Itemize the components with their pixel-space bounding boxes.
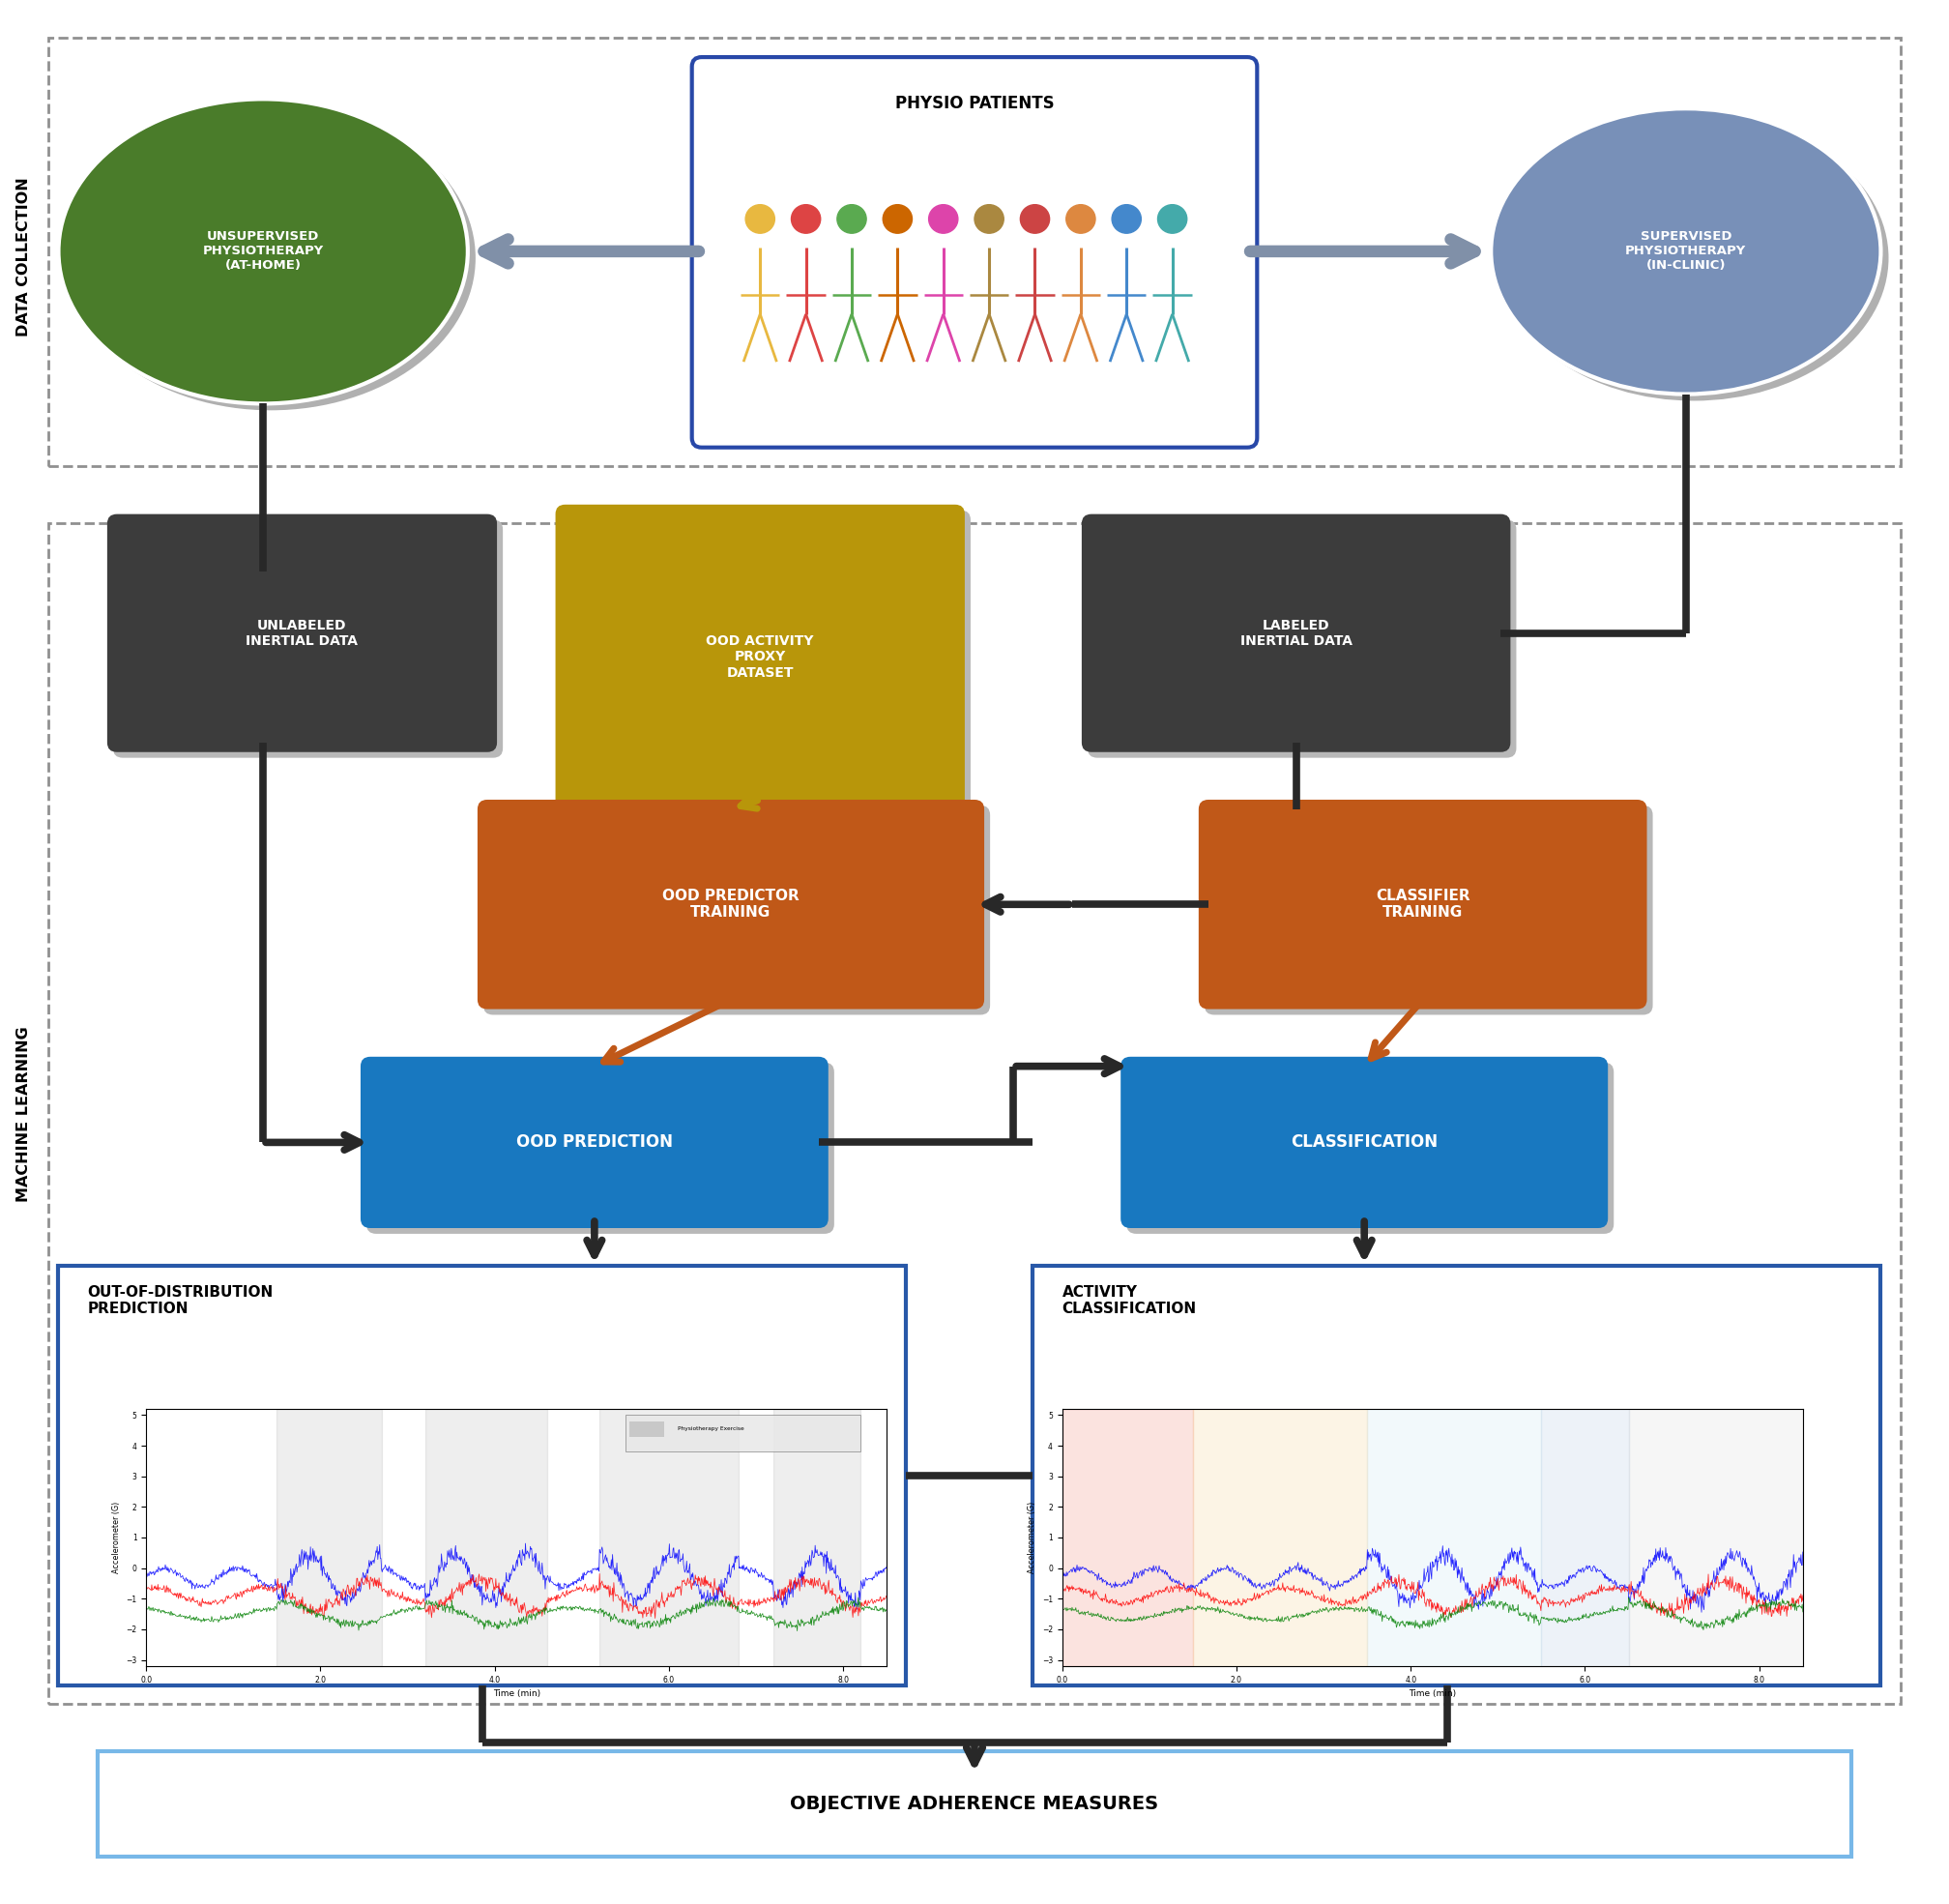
Text: DATA COLLECTION: DATA COLLECTION [16, 177, 31, 337]
Circle shape [745, 206, 776, 234]
Bar [425, 1409, 548, 1666]
Circle shape [1021, 206, 1049, 234]
FancyBboxPatch shape [1082, 514, 1510, 752]
Y-axis label: Accelerometer (G): Accelerometer (G) [1027, 1502, 1037, 1573]
Bar [1366, 1409, 1542, 1666]
FancyBboxPatch shape [478, 800, 984, 1009]
FancyBboxPatch shape [361, 1057, 828, 1228]
FancyBboxPatch shape [97, 1752, 1852, 1856]
Bar [1542, 1409, 1629, 1666]
FancyBboxPatch shape [366, 1062, 834, 1234]
X-axis label: Time (min): Time (min) [1409, 1689, 1456, 1698]
Bar [1629, 1409, 1803, 1666]
Circle shape [791, 206, 821, 234]
Circle shape [883, 206, 912, 234]
Circle shape [1066, 206, 1095, 234]
Text: OOD PREDICTION: OOD PREDICTION [516, 1133, 672, 1152]
Text: Physiotherapy Exercise: Physiotherapy Exercise [678, 1426, 745, 1432]
FancyBboxPatch shape [1033, 1266, 1881, 1685]
Bar [630, 1420, 665, 1436]
Text: UNSUPERVISED
PHYSIOTHERAPY
(AT-HOME): UNSUPERVISED PHYSIOTHERAPY (AT-HOME) [203, 230, 324, 272]
FancyBboxPatch shape [483, 805, 990, 1015]
Bar [626, 1415, 861, 1451]
Ellipse shape [66, 105, 476, 411]
FancyBboxPatch shape [1088, 520, 1516, 758]
Text: SUPERVISED
PHYSIOTHERAPY
(IN-CLINIC): SUPERVISED PHYSIOTHERAPY (IN-CLINIC) [1625, 230, 1746, 272]
Ellipse shape [1499, 114, 1889, 402]
Ellipse shape [1491, 109, 1881, 394]
FancyBboxPatch shape [555, 505, 965, 809]
FancyBboxPatch shape [1204, 805, 1653, 1015]
Text: OUT-OF-DISTRIBUTION
PREDICTION: OUT-OF-DISTRIBUTION PREDICTION [88, 1285, 273, 1316]
Text: CLASSIFIER
TRAINING: CLASSIFIER TRAINING [1376, 889, 1470, 920]
FancyBboxPatch shape [113, 520, 503, 758]
Circle shape [974, 206, 1004, 234]
Text: LABELED
INERTIAL DATA: LABELED INERTIAL DATA [1240, 619, 1353, 647]
Text: ACTIVITY
CLASSIFICATION: ACTIVITY CLASSIFICATION [1062, 1285, 1197, 1316]
Text: PHYSIO PATIENTS: PHYSIO PATIENTS [895, 95, 1054, 112]
Y-axis label: Accelerometer (G): Accelerometer (G) [111, 1502, 121, 1573]
X-axis label: Time (min): Time (min) [493, 1689, 540, 1698]
FancyBboxPatch shape [692, 57, 1257, 447]
Circle shape [838, 206, 865, 234]
FancyBboxPatch shape [1127, 1062, 1614, 1234]
Bar [1193, 1409, 1366, 1666]
Circle shape [1158, 206, 1187, 234]
Text: OOD ACTIVITY
PROXY
DATASET: OOD ACTIVITY PROXY DATASET [706, 634, 815, 680]
Circle shape [1111, 206, 1140, 234]
Bar [598, 1409, 739, 1666]
Text: UNLABELED
INERTIAL DATA: UNLABELED INERTIAL DATA [246, 619, 359, 647]
FancyBboxPatch shape [107, 514, 497, 752]
FancyBboxPatch shape [1121, 1057, 1608, 1228]
FancyBboxPatch shape [58, 1266, 906, 1685]
Text: OBJECTIVE ADHERENCE MEASURES: OBJECTIVE ADHERENCE MEASURES [789, 1795, 1160, 1813]
Ellipse shape [58, 99, 468, 404]
Text: CLASSIFICATION: CLASSIFICATION [1290, 1133, 1438, 1152]
FancyBboxPatch shape [1199, 800, 1647, 1009]
Text: MACHINE LEARNING: MACHINE LEARNING [16, 1026, 31, 1201]
Bar [1062, 1409, 1193, 1666]
Bar [774, 1409, 861, 1666]
FancyBboxPatch shape [561, 510, 971, 815]
Text: OOD PREDICTOR
TRAINING: OOD PREDICTOR TRAINING [663, 889, 799, 920]
Bar [277, 1409, 382, 1666]
Circle shape [928, 206, 959, 234]
